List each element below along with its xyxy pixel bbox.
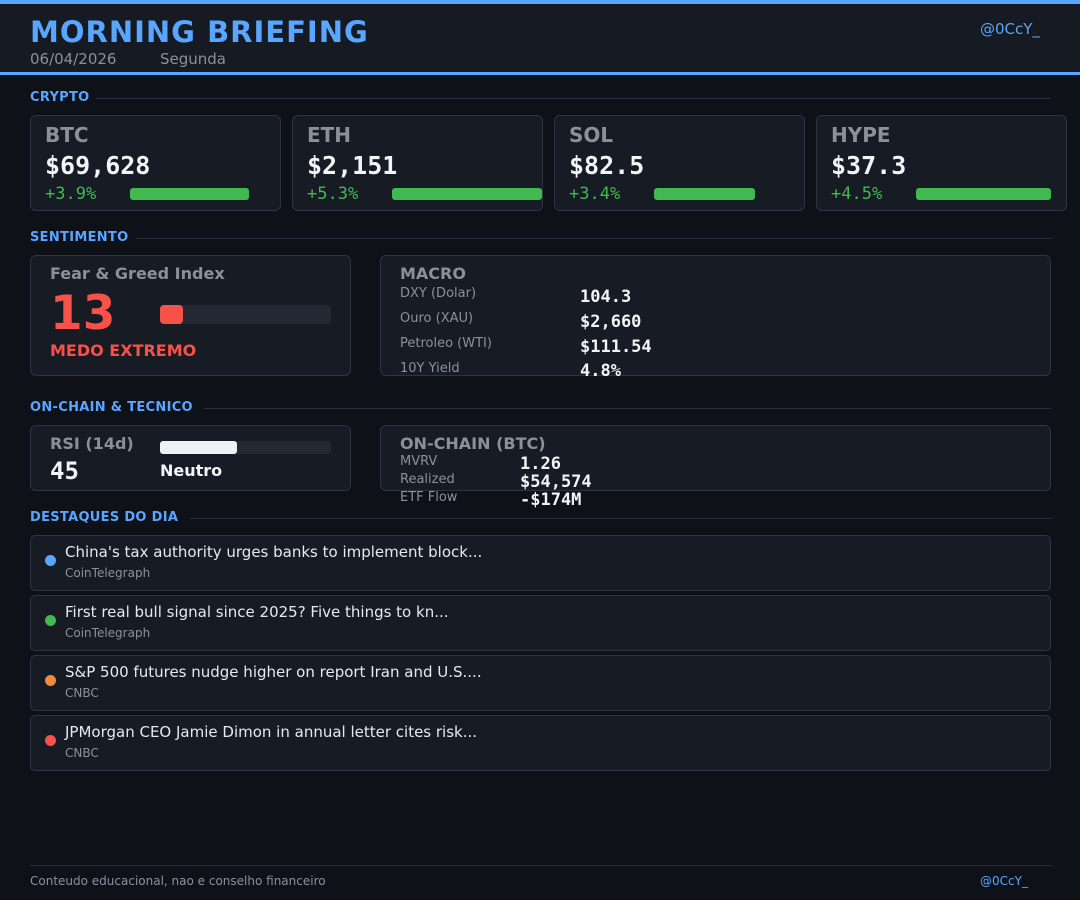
fear-greed-label: Fear & Greed Index xyxy=(50,264,225,283)
page-title: MORNING BRIEFING xyxy=(30,15,369,49)
onchain-value: 1.26 xyxy=(520,454,561,474)
coin-name: SOL xyxy=(569,123,614,147)
rsi-card: RSI (14d) 45 Neutro xyxy=(30,425,351,491)
header: MORNING BRIEFING 06/04/2026 Segunda @0Cc… xyxy=(0,4,1080,75)
section-title-highlights: DESTAQUES DO DIA xyxy=(30,510,179,525)
news-dot-icon xyxy=(45,735,56,746)
section-title-crypto: CRYPTO xyxy=(30,90,90,105)
top-accent-bar xyxy=(0,0,1080,4)
coin-name: HYPE xyxy=(831,123,891,147)
news-source: CoinTelegraph xyxy=(65,566,151,580)
rsi-gauge xyxy=(160,441,331,454)
coin-change-bar xyxy=(392,188,542,200)
fear-greed-gauge xyxy=(160,305,331,324)
section-divider xyxy=(136,238,1051,239)
fear-greed-status: MEDO EXTREMO xyxy=(50,341,197,360)
news-title[interactable]: S&P 500 futures nudge higher on report I… xyxy=(65,663,482,681)
macro-value: 104.3 xyxy=(580,287,632,307)
rsi-status: Neutro xyxy=(160,461,223,480)
briefing-weekday: Segunda xyxy=(160,50,226,68)
coin-card-btc: BTC $69,628 +3.9% xyxy=(30,115,281,211)
macro-label: Petroleo (WTI) xyxy=(400,336,492,351)
coin-name: ETH xyxy=(307,123,352,147)
coin-price: $2,151 xyxy=(307,151,398,180)
coin-change: +4.5% xyxy=(831,184,883,204)
coin-name: BTC xyxy=(45,123,89,147)
news-title[interactable]: China's tax authority urges banks to imp… xyxy=(65,543,483,561)
news-item[interactable]: JPMorgan CEO Jamie Dimon in annual lette… xyxy=(30,715,1051,771)
coin-price: $82.5 xyxy=(569,151,645,180)
fear-greed-value: 13 xyxy=(50,286,116,341)
onchain-title: ON-CHAIN (BTC) xyxy=(400,434,546,453)
onchain-label: Realized xyxy=(400,472,455,487)
section-title-sentiment: SENTIMENTO xyxy=(30,230,129,245)
news-source: CoinTelegraph xyxy=(65,626,151,640)
section-divider xyxy=(204,408,1051,409)
macro-card: MACRO DXY (Dolar) 104.3 Ouro (XAU) $2,66… xyxy=(380,255,1051,381)
coin-card-sol: SOL $82.5 +3.4% xyxy=(554,115,805,211)
author-handle[interactable]: @0CcY_ xyxy=(980,20,1040,38)
macro-label: 10Y Yield xyxy=(400,361,460,376)
macro-value: $111.54 xyxy=(580,337,652,357)
macro-label: DXY (Dolar) xyxy=(400,286,477,301)
coin-change: +3.9% xyxy=(45,184,97,204)
coin-change: +3.4% xyxy=(569,184,621,204)
fear-greed-card: Fear & Greed Index 13 MEDO EXTREMO xyxy=(30,255,351,376)
news-item[interactable]: China's tax authority urges banks to imp… xyxy=(30,535,1051,591)
coin-card-eth: ETH $2,151 +5.3% xyxy=(292,115,543,211)
section-title-onchain: ON-CHAIN & TECNICO xyxy=(30,400,193,415)
footer-handle[interactable]: @0CcY_ xyxy=(980,874,1028,888)
footer-disclaimer: Conteudo educacional, nao e conselho fin… xyxy=(30,874,326,888)
rsi-value: 45 xyxy=(50,457,79,485)
briefing-date: 06/04/2026 xyxy=(30,50,117,68)
news-title[interactable]: First real bull signal since 2025? Five … xyxy=(65,603,449,621)
news-dot-icon xyxy=(45,615,56,626)
coin-change-bar xyxy=(654,188,755,200)
macro-label: Ouro (XAU) xyxy=(400,311,474,326)
news-source: CNBC xyxy=(65,746,99,760)
section-divider xyxy=(96,98,1051,99)
news-source: CNBC xyxy=(65,686,99,700)
macro-title: MACRO xyxy=(400,264,466,283)
coin-price: $69,628 xyxy=(45,151,151,180)
fear-greed-gauge-fill xyxy=(160,305,183,324)
news-item[interactable]: S&P 500 futures nudge higher on report I… xyxy=(30,655,1051,711)
footer-divider xyxy=(30,865,1051,866)
onchain-value: $54,574 xyxy=(520,472,592,492)
macro-value: 4.8% xyxy=(580,361,621,381)
news-dot-icon xyxy=(45,555,56,566)
coin-change-bar xyxy=(130,188,249,200)
macro-value: $2,660 xyxy=(580,312,642,332)
onchain-value: -$174M xyxy=(520,490,582,510)
coin-price: $37.3 xyxy=(831,151,907,180)
rsi-gauge-fill xyxy=(160,441,237,454)
coin-change: +5.3% xyxy=(307,184,359,204)
coin-change-bar xyxy=(916,188,1051,200)
onchain-label: ETF Flow xyxy=(400,490,458,505)
news-title[interactable]: JPMorgan CEO Jamie Dimon in annual lette… xyxy=(65,723,478,741)
onchain-card: ON-CHAIN (BTC) MVRV 1.26 Realized $54,57… xyxy=(380,425,1051,510)
section-divider xyxy=(190,518,1051,519)
onchain-label: MVRV xyxy=(400,454,438,469)
news-dot-icon xyxy=(45,675,56,686)
news-item[interactable]: First real bull signal since 2025? Five … xyxy=(30,595,1051,651)
coin-card-hype: HYPE $37.3 +4.5% xyxy=(816,115,1067,211)
rsi-label: RSI (14d) xyxy=(50,434,134,453)
